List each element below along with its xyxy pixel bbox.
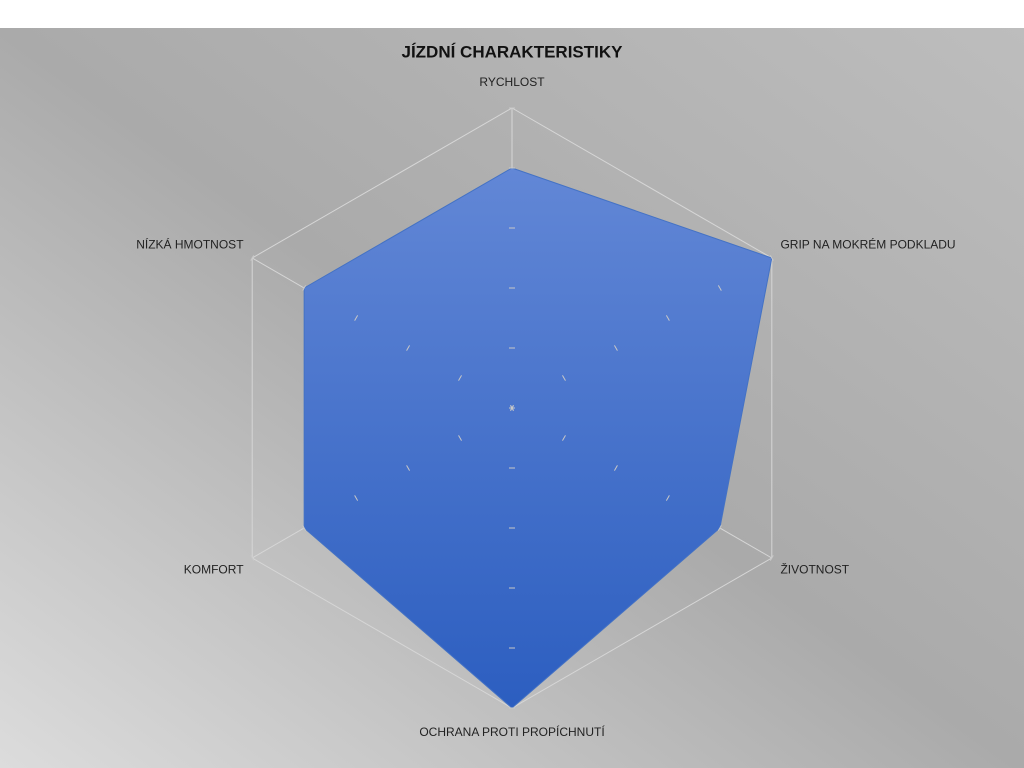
tick-mark [717,525,722,531]
tick-mark [665,495,670,501]
tick-mark [458,375,462,381]
tick-mark [562,375,566,381]
category-label: OCHRANA PROTI PROPÍCHNUTÍ [419,724,605,739]
tick-mark [250,255,255,261]
tick-mark [717,285,722,291]
tick-mark [354,495,359,501]
tick-mark [302,525,307,531]
tick-mark [302,285,307,291]
tick-mark [354,315,359,321]
chart-title: JÍZDNÍ CHARAKTERISTIKY [401,42,623,61]
category-label: NÍZKÁ HMOTNOST [136,237,244,252]
tick-mark [665,315,670,321]
tick-mark [406,345,411,351]
tick-mark [406,465,411,471]
tick-mark [458,435,462,441]
category-label: GRIP NA MOKRÉM PODKLADU [780,237,955,252]
tick-mark [613,465,618,471]
tick-mark [769,555,774,561]
tick-mark [510,405,514,411]
tick-mark [613,345,618,351]
category-label: ŽIVOTNOST [780,562,849,577]
tick-mark [562,435,566,441]
category-label: RYCHLOST [479,75,545,89]
tick-mark [250,555,255,561]
category-label: KOMFORT [184,563,244,577]
tick-mark [769,255,774,261]
